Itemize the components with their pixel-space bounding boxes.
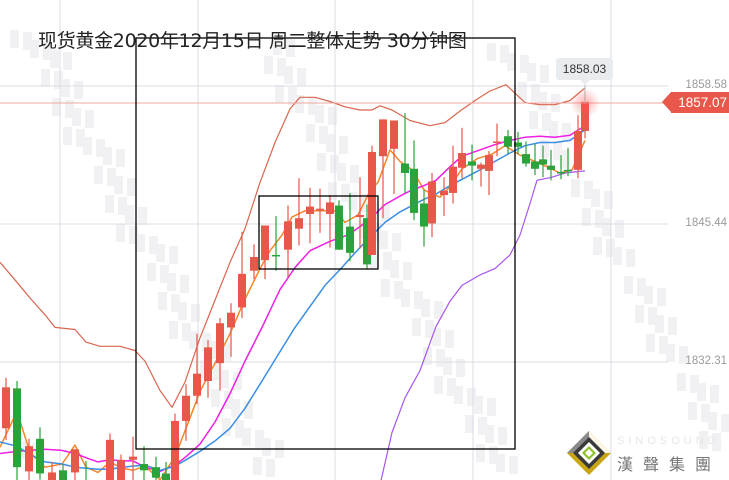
bollinger-bands [0,84,586,480]
company-logo: SINOSOUND 漢聲集團 [565,427,729,480]
chart-title: 现货黄金2020年12月15日 周二整体走势 30分钟图 [38,30,467,52]
price-tick-low: 1832.31 [685,355,727,367]
price-tick-mid: 1845.44 [685,217,727,229]
logo-chinese-text: 漢聲集團 [617,455,722,474]
annotation-boxes [135,37,516,450]
moving-averages [0,125,586,480]
logo-english-text: SINOSOUND [617,435,720,447]
current-price-tag: 1857.07 [662,92,729,113]
candles [2,91,589,480]
diamond-logo-icon [567,431,611,475]
building-watermark [10,30,729,477]
crosshair-tooltip: 1858.03 [556,58,613,85]
price-tick-top: 1858.58 [685,79,727,91]
